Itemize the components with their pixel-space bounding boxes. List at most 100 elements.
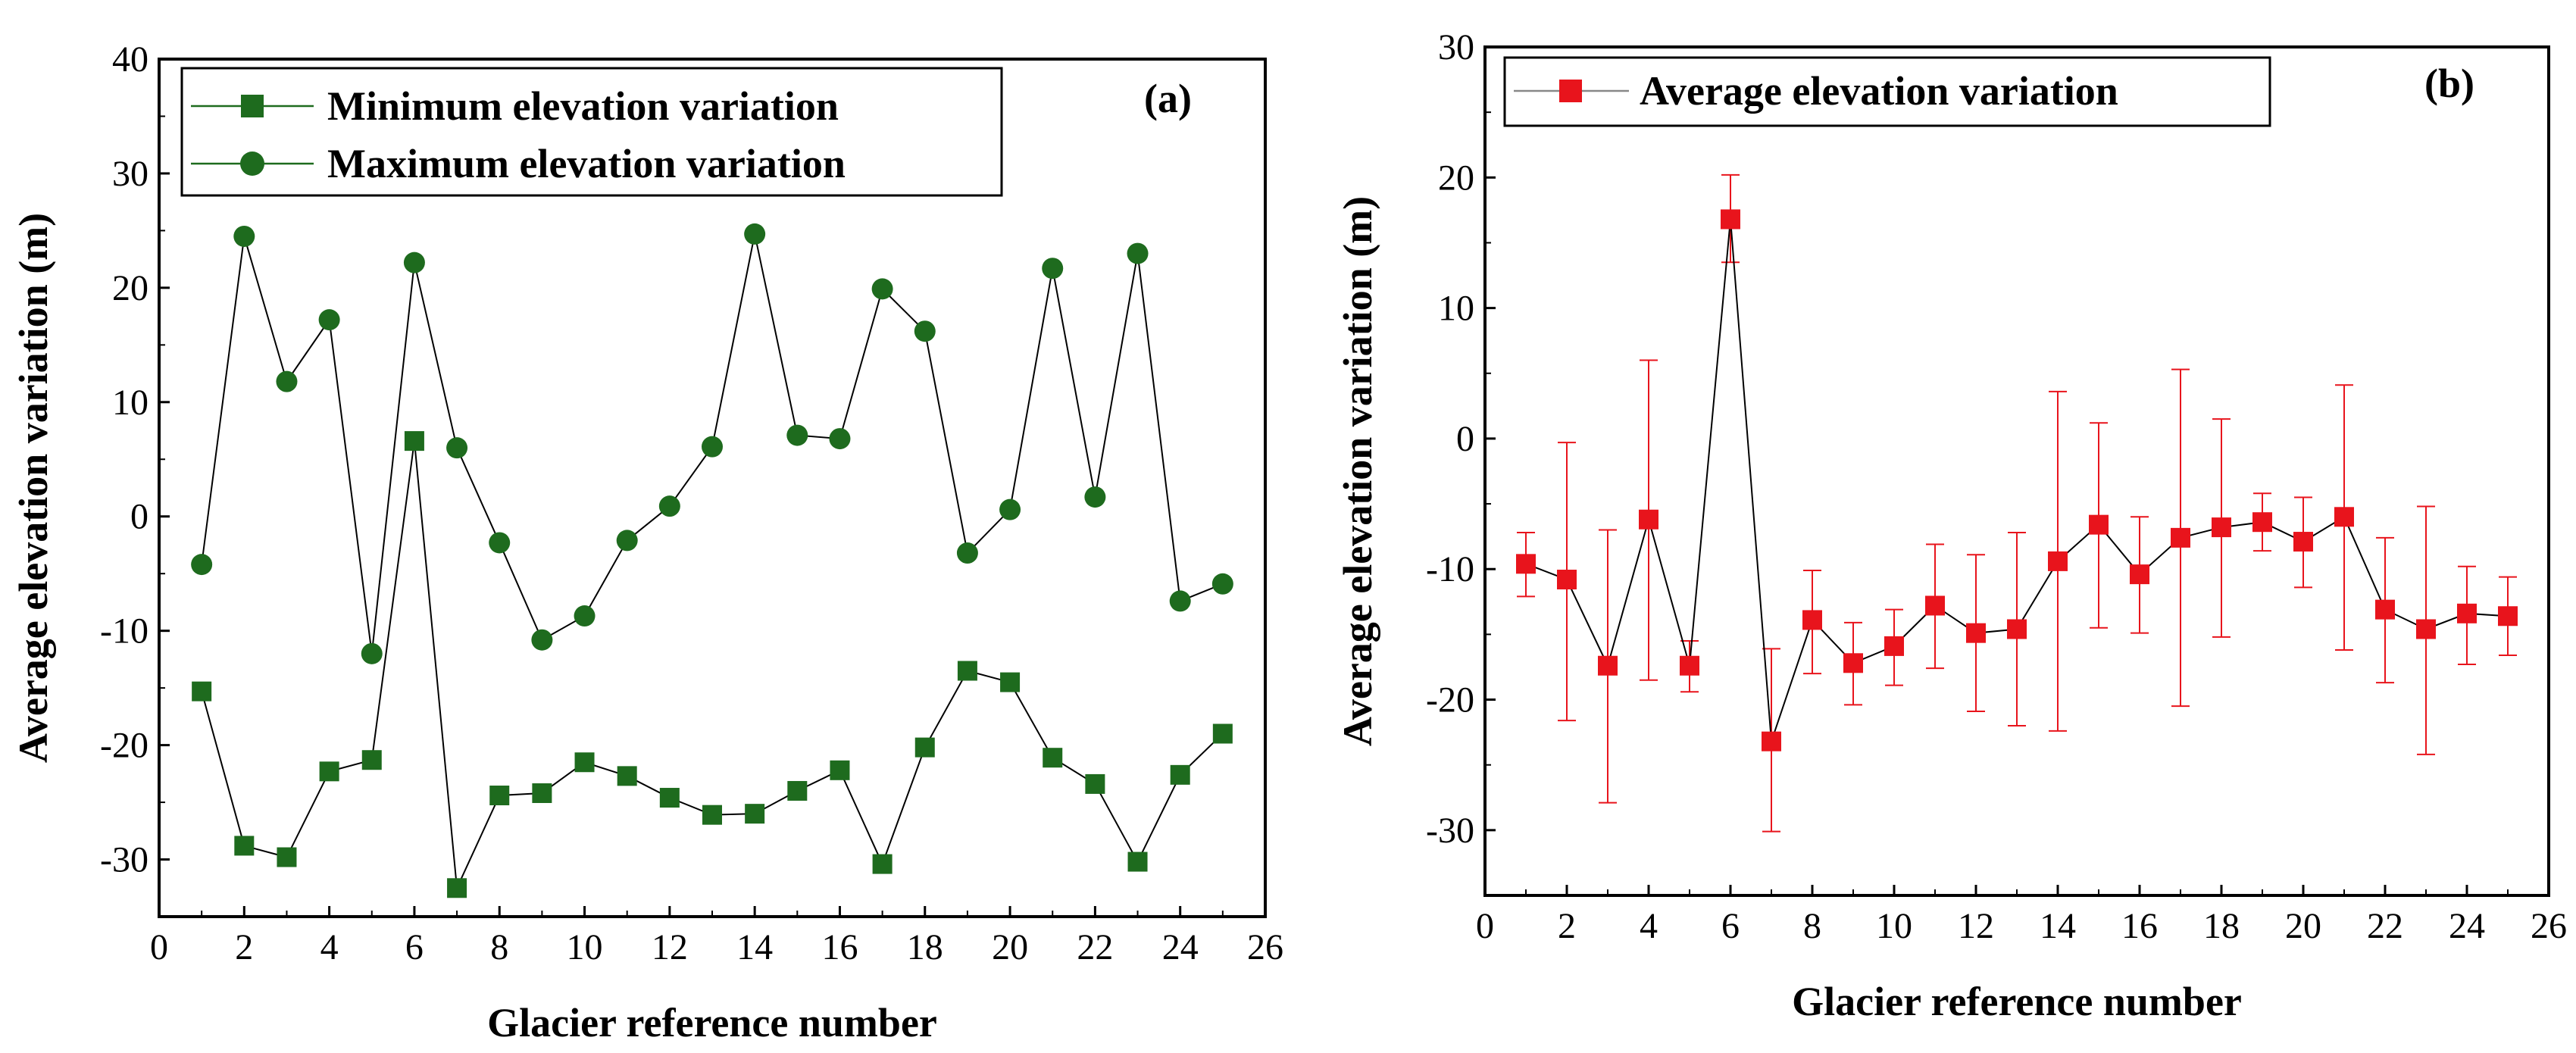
x-tick-label: 26 <box>1247 927 1283 967</box>
panel-a: 0 2 4 6 8 10 12 14 16 18 20 22 24 26-30-20-1001020304… <box>11 39 1283 1045</box>
x-tick-label: 10 <box>1876 906 1912 946</box>
data-point <box>233 225 255 247</box>
x-tick-label: 18 <box>907 927 943 967</box>
data-point <box>2212 517 2231 538</box>
data-point <box>872 854 893 874</box>
x-tick-label: 20 <box>2285 906 2321 946</box>
data-point <box>1802 610 1822 630</box>
axis-ticks-a: 0 2 4 6 8 10 12 14 16 18 20 22 24 26-30-20-1001020304… <box>100 39 1283 967</box>
data-point <box>1127 851 1148 872</box>
x-tick-label: 6 <box>1721 906 1740 946</box>
x-tick-label: 22 <box>2367 906 2403 946</box>
x-tick-label: 4 <box>320 927 339 967</box>
x-tick-label: 26 <box>2531 906 2567 946</box>
x-axis-label-a: Glacier reference number <box>487 1000 937 1045</box>
data-point <box>617 766 637 786</box>
data-point <box>1042 258 1064 280</box>
data-point <box>702 436 723 458</box>
data-point <box>956 542 978 564</box>
y-tick-label: 30 <box>1438 27 1474 67</box>
data-point <box>745 804 765 824</box>
legend-box-b <box>1503 56 2271 127</box>
data-point <box>658 495 680 517</box>
y-tick-label: -20 <box>1426 680 1474 720</box>
x-tick-label: 24 <box>1162 927 1199 967</box>
data-point <box>1680 655 1699 676</box>
data-point <box>532 783 552 803</box>
data-point <box>1884 636 1904 656</box>
plot-frame-b <box>1483 45 2550 897</box>
data-point <box>276 370 298 392</box>
y-tick-label: -20 <box>100 726 148 766</box>
data-point <box>957 661 977 681</box>
y-tick-label: 0 <box>130 497 148 537</box>
data-point <box>744 223 766 245</box>
data-point <box>361 750 382 770</box>
data-point <box>1169 590 1191 612</box>
data-point <box>702 805 722 825</box>
data-point <box>447 878 467 898</box>
legend-label-min: Minimum elevation variation <box>327 83 839 129</box>
x-tick-label: 4 <box>1640 906 1658 946</box>
y-tick-label: -30 <box>100 840 148 880</box>
data-point <box>319 761 339 782</box>
legend-label-avg: Average elevation variation <box>1640 68 2118 114</box>
data-point <box>2007 619 2027 639</box>
x-tick-label: 12 <box>652 927 688 967</box>
data-point <box>1598 655 1618 676</box>
data-point <box>403 252 425 273</box>
data-point <box>1843 653 1863 673</box>
legend-label-max: Maximum elevation variation <box>327 141 846 186</box>
data-point <box>2048 551 2068 571</box>
data-point <box>1721 209 1740 230</box>
data-point <box>531 629 553 651</box>
y-tick-label: 20 <box>1438 158 1474 198</box>
x-tick-label: 8 <box>1803 906 1821 946</box>
legend-marker-min <box>241 95 264 117</box>
data-point <box>2293 532 2313 552</box>
data-point <box>787 780 808 801</box>
data-point <box>404 431 424 452</box>
x-tick-label: 16 <box>821 927 858 967</box>
y-axis-label-a: Average elevation variation (m) <box>11 213 56 763</box>
legend-box-a <box>180 67 1003 197</box>
x-tick-label: 24 <box>2449 906 2485 946</box>
data-point <box>574 752 595 773</box>
y-tick-label: 10 <box>1438 289 1474 329</box>
error-bars-b <box>1517 173 2517 833</box>
data-point <box>2334 507 2354 527</box>
data-point <box>1084 486 1106 508</box>
x-tick-label: 14 <box>736 927 773 967</box>
data-point <box>1000 672 1021 692</box>
x-tick-label: 0 <box>150 927 168 967</box>
data-point <box>2416 619 2436 639</box>
data-point <box>1516 554 1536 574</box>
data-point <box>1043 748 1063 768</box>
data-point <box>318 309 340 331</box>
data-point <box>2375 599 2395 620</box>
x-tick-label: 18 <box>2203 906 2240 946</box>
y-tick-label: -10 <box>1426 549 1474 589</box>
data-point <box>616 530 638 551</box>
data-point <box>1966 623 1986 643</box>
data-point <box>489 532 511 554</box>
data-point <box>2457 603 2477 623</box>
x-tick-label: 6 <box>405 927 424 967</box>
panel-label-a: (a) <box>1144 76 1192 121</box>
data-point <box>446 437 468 459</box>
y-tick-label: 40 <box>112 39 148 80</box>
x-tick-label: 0 <box>1476 906 1494 946</box>
data-point <box>277 847 297 867</box>
data-point <box>914 737 935 758</box>
data-point <box>191 554 213 576</box>
series-markers-a <box>191 223 1233 898</box>
data-point <box>489 786 510 806</box>
y-tick-label: 30 <box>112 154 148 194</box>
x-tick-label: 12 <box>1958 906 1994 946</box>
data-point <box>2498 606 2518 626</box>
data-point <box>192 681 212 701</box>
y-tick-label: 20 <box>112 268 148 308</box>
data-point <box>999 498 1021 520</box>
data-point <box>830 760 850 780</box>
